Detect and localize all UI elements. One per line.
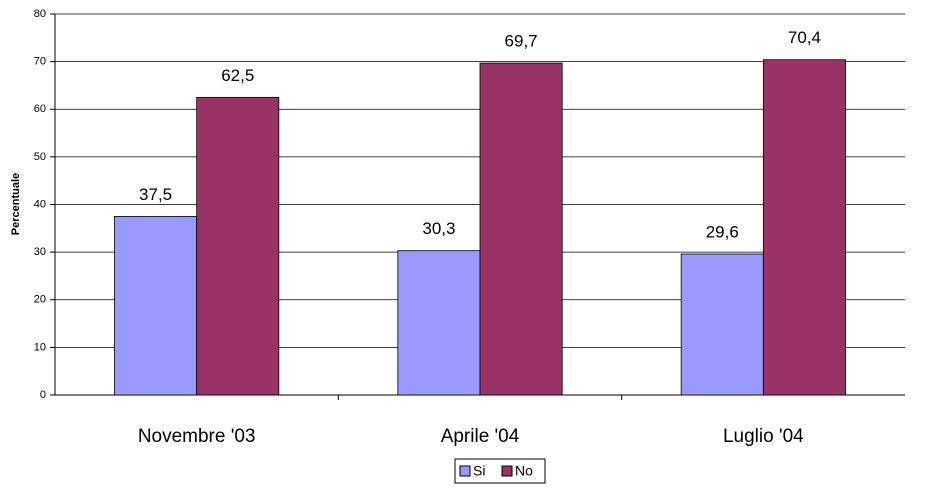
value-label: 37,5 [139,185,172,204]
bar [762,59,846,396]
y-tick-label: 20 [34,294,46,306]
y-tick-label: 40 [34,198,46,210]
y-tick-label: 10 [34,341,46,353]
bar [479,62,563,396]
bar [196,96,280,396]
y-tick-label: 50 [34,151,46,163]
x-tick-label: Luglio '04 [723,426,804,447]
value-label: 29,6 [706,223,739,242]
bar [397,250,481,396]
value-label: 30,3 [422,219,455,238]
y-axis-label: Percentuale [10,173,22,235]
value-label: 69,7 [505,32,538,51]
value-label: 62,5 [221,66,254,85]
y-tick-label: 70 [34,56,46,68]
y-tick-label: 60 [34,103,46,115]
value-label: 70,4 [788,28,821,47]
legend-label: No [515,463,533,479]
y-tick-label: 30 [34,246,46,258]
x-tick-label: Novembre '03 [138,426,256,447]
legend-swatch [459,465,471,477]
legend-swatch [501,465,513,477]
legend-label: Si [473,463,485,479]
bar [114,216,198,396]
y-tick-label: 80 [34,8,46,20]
bar [680,253,764,396]
x-tick-label: Aprile '04 [441,426,520,447]
y-tick-label: 0 [40,389,46,401]
